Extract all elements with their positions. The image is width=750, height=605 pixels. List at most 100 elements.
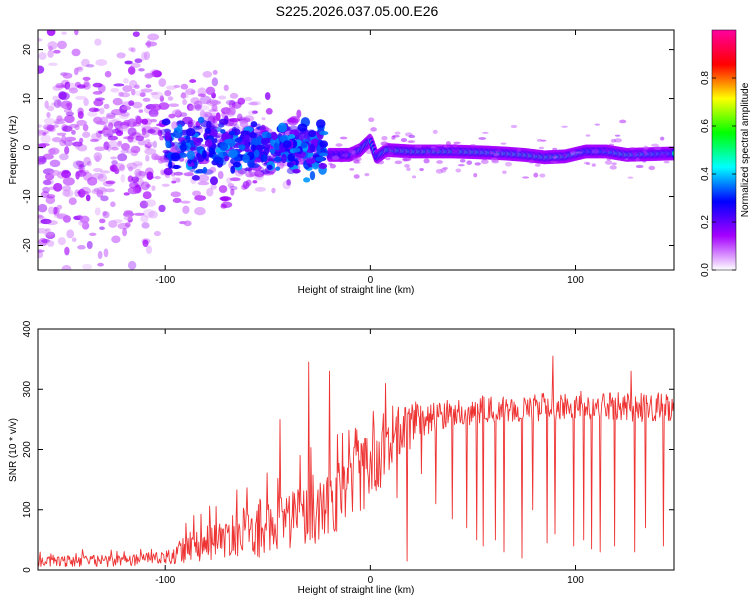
spectrogram-cell xyxy=(400,138,408,143)
spectrogram-cell xyxy=(197,116,205,124)
spectrogram-cell xyxy=(111,109,123,116)
spectrogram-cell xyxy=(71,237,77,242)
spectrogram-cell xyxy=(208,152,214,158)
spectrogram-cell xyxy=(180,92,187,99)
spectrogram-cell xyxy=(145,41,157,47)
spectrogram-cell xyxy=(210,184,217,190)
spectrogram-cell xyxy=(455,168,462,173)
spectrogram-cell xyxy=(202,70,213,78)
spectrogram-cell xyxy=(185,134,191,143)
spectrogram-cell xyxy=(141,127,147,136)
spectrogram-cell xyxy=(144,73,154,78)
spectrogram-cell xyxy=(64,246,70,256)
spectrogram-cell xyxy=(182,205,190,214)
spectrogram-cell xyxy=(219,118,229,125)
spectrogram-cell xyxy=(343,147,349,150)
spectrogram-cell xyxy=(229,92,239,99)
spectrogram-cell xyxy=(130,149,139,157)
spectrogram-cell xyxy=(122,228,128,237)
spectrogram-cell xyxy=(223,84,229,92)
spectrogram-cell xyxy=(61,170,72,179)
spectrogram-cell xyxy=(172,197,182,203)
spectrogram-cell xyxy=(225,109,232,115)
spectrogram-cell xyxy=(163,167,173,176)
spectrogram-cell xyxy=(71,48,81,57)
spectrogram-cell xyxy=(316,145,321,155)
spectrogram-cell xyxy=(135,135,145,142)
spectrogram-cell xyxy=(604,160,613,165)
spectrogram-cell xyxy=(353,144,361,148)
spectrogram-cell xyxy=(387,151,394,157)
spectrogram-cell xyxy=(194,104,202,112)
spectrogram-cell xyxy=(170,191,181,198)
spectrogram-cell xyxy=(189,79,197,83)
spectrogram-cell xyxy=(135,115,142,125)
spectrogram-cell xyxy=(120,111,130,117)
y-tick-label: 300 xyxy=(22,380,33,397)
spectrogram-cell xyxy=(188,121,196,130)
spectrogram-cell xyxy=(552,156,558,159)
spectrogram-cell xyxy=(381,142,388,147)
spectrogram-cell xyxy=(168,160,173,169)
y-tick-label: 10 xyxy=(22,93,33,105)
spectrogram-cell xyxy=(110,146,119,151)
spectrogram-cell xyxy=(123,192,130,196)
spectrogram-cell xyxy=(99,107,105,115)
spectrogram-cell xyxy=(146,171,154,180)
spectrogram-cell xyxy=(132,101,143,109)
spectrogram-cell xyxy=(539,173,546,178)
spectrogram-cell xyxy=(459,158,466,163)
spectrogram-cell xyxy=(199,95,212,105)
spectrogram-cell xyxy=(279,148,286,153)
spectrogram-cell xyxy=(635,157,640,162)
spectrogram-cell xyxy=(120,149,129,154)
spectrogram-cell xyxy=(307,129,317,138)
spectrogram-cell xyxy=(271,187,276,194)
spectrogram-cell xyxy=(167,96,174,101)
spectrogram-cell xyxy=(466,160,473,165)
spectrogram-cell xyxy=(143,51,151,61)
spectrogram-cell xyxy=(85,194,91,202)
spectrogram-cell xyxy=(263,147,270,156)
spectrogram-cell xyxy=(111,235,121,244)
spectrogram-x-ticks: -100 0 100 xyxy=(155,30,584,286)
spectrogram-cell xyxy=(82,76,91,81)
spectrogram-cell xyxy=(219,196,232,201)
spectrogram-cell xyxy=(292,147,301,153)
colorbar-tick-label: 0.4 xyxy=(700,167,711,181)
spectrogram-cell xyxy=(342,153,348,158)
spectrogram-cell xyxy=(528,159,535,164)
spectrogram-cell xyxy=(602,149,611,153)
spectrogram-cell xyxy=(113,162,125,171)
spectrogram-cell xyxy=(113,83,125,87)
spectrogram-cell xyxy=(56,132,67,136)
spectrogram-cell xyxy=(110,156,117,160)
spectrogram-cell xyxy=(86,64,95,68)
spectrogram-cell xyxy=(38,249,45,253)
spectrogram-y-label: Frequency (Hz) xyxy=(8,116,19,185)
spectrogram-cell xyxy=(234,137,243,143)
spectrogram-cell xyxy=(255,171,264,175)
spectrogram-cell xyxy=(124,210,133,214)
spectrogram-cell xyxy=(277,122,288,133)
spectrogram-cell xyxy=(187,121,193,128)
spectrogram-cell xyxy=(38,52,47,60)
spectrogram-cell xyxy=(227,118,238,127)
spectrogram-cell xyxy=(644,152,649,156)
snr-y-ticks: 0 100 200 300 400 xyxy=(22,320,674,573)
spectrogram-cell xyxy=(194,206,206,216)
spectrogram-cell xyxy=(320,148,327,154)
spectrogram-cell xyxy=(62,125,73,132)
spectrogram-cell xyxy=(536,138,543,142)
spectrogram-cell xyxy=(64,139,73,147)
colorbar-tick-label: 0.2 xyxy=(700,215,711,229)
spectrogram-cell xyxy=(173,171,184,176)
spectrogram-cell xyxy=(170,152,181,162)
spectrogram-cell xyxy=(188,170,194,176)
spectrogram-cell xyxy=(197,93,206,98)
spectrogram-cell xyxy=(392,134,400,138)
spectrogram-cell xyxy=(118,113,129,120)
spectrogram-cell xyxy=(140,132,150,138)
spectrogram-cell xyxy=(158,78,167,87)
